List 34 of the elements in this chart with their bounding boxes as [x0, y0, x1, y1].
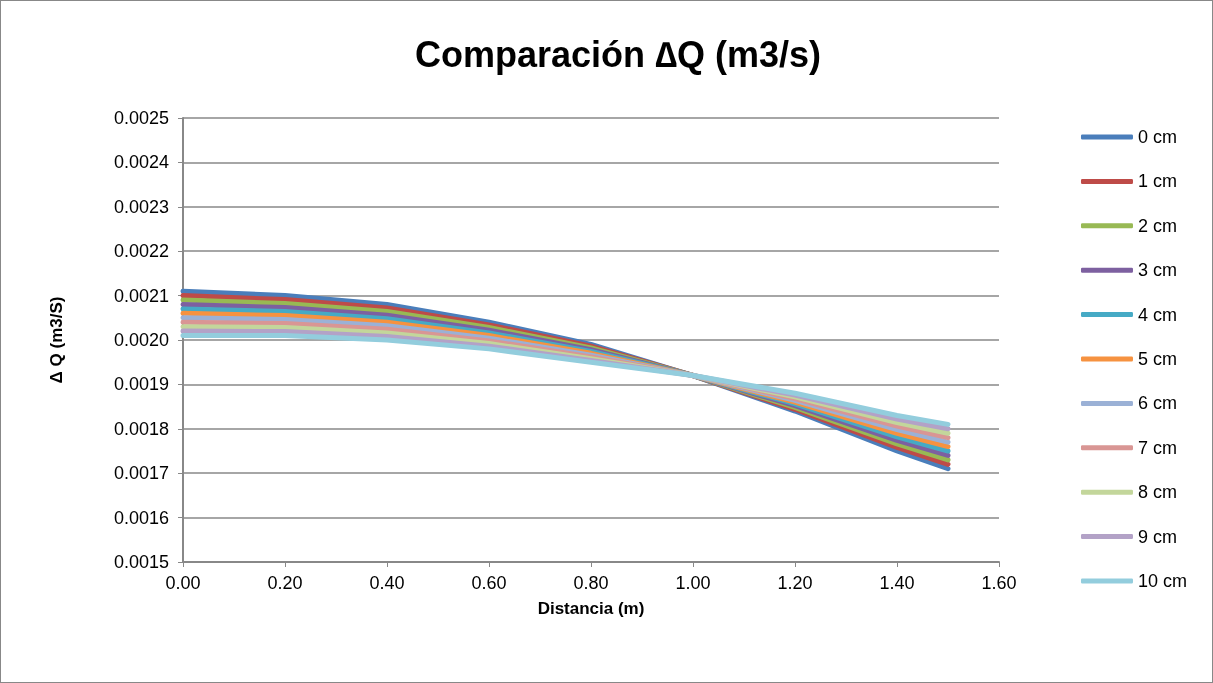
legend-label: 10 cm: [1137, 571, 1188, 591]
legend-label: 6 cm: [1137, 393, 1177, 414]
chart-title: Comparación ∆Q (m3/s): [414, 33, 822, 75]
y-tick-label: 0.0019: [113, 374, 169, 395]
legend-label: 0 cm: [1137, 127, 1177, 147]
x-tick-label: 1.60: [981, 573, 1017, 593]
legend-label: 9 cm: [1137, 526, 1177, 547]
y-tick-label: 0.0025: [113, 108, 169, 128]
y-tick-label: 0.0021: [113, 285, 169, 306]
y-tick-label: 0.0020: [113, 330, 169, 350]
legend-label: 3 cm: [1137, 260, 1177, 281]
legend-label: 1 cm: [1137, 171, 1177, 192]
x-tick-label: 0.00: [165, 573, 201, 593]
x-tick-label: 1.20: [777, 573, 813, 593]
x-axis-title: Distancia (m): [537, 599, 645, 618]
legend-label: 8 cm: [1137, 482, 1177, 503]
legend-label: 2 cm: [1137, 215, 1177, 236]
legend-label: 7 cm: [1137, 437, 1177, 458]
y-tick-label: 0.0022: [113, 241, 169, 262]
x-tick-label: 1.40: [879, 573, 915, 593]
y-axis-title: Δ Q (m3/S): [47, 296, 66, 384]
legend-label: 4 cm: [1137, 304, 1177, 325]
x-tick-label: 0.80: [573, 573, 609, 593]
x-tick-label: 0.60: [471, 573, 507, 593]
y-tick-label: 0.0017: [113, 463, 169, 484]
x-tick-label: 0.40: [369, 573, 405, 593]
x-tick-label: 0.20: [267, 573, 303, 593]
legend-label: 5 cm: [1137, 349, 1177, 369]
y-tick-label: 0.0018: [113, 418, 169, 439]
y-tick-label: 0.0016: [113, 507, 169, 528]
y-tick-label: 0.0015: [113, 552, 169, 572]
y-tick-label: 0.0024: [113, 152, 169, 173]
x-tick-label: 1.00: [675, 573, 711, 593]
y-tick-label: 0.0023: [113, 196, 169, 217]
